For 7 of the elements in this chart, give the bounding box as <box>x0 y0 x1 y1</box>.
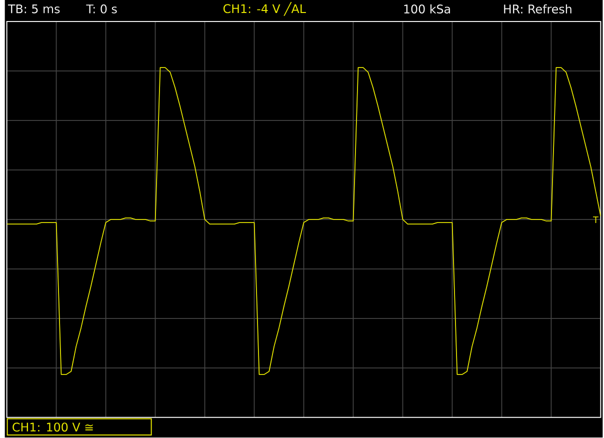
annotation: T <box>593 216 598 224</box>
text: CH1: 100 V ≅ <box>12 422 93 432</box>
text: HR: Refresh <box>504 4 572 14</box>
text: T: 0 s <box>86 4 117 14</box>
text: CH1: -4 V ╱AL <box>223 2 306 16</box>
text: TB: 5 ms <box>8 4 60 14</box>
text: 100 kSa <box>404 4 450 14</box>
